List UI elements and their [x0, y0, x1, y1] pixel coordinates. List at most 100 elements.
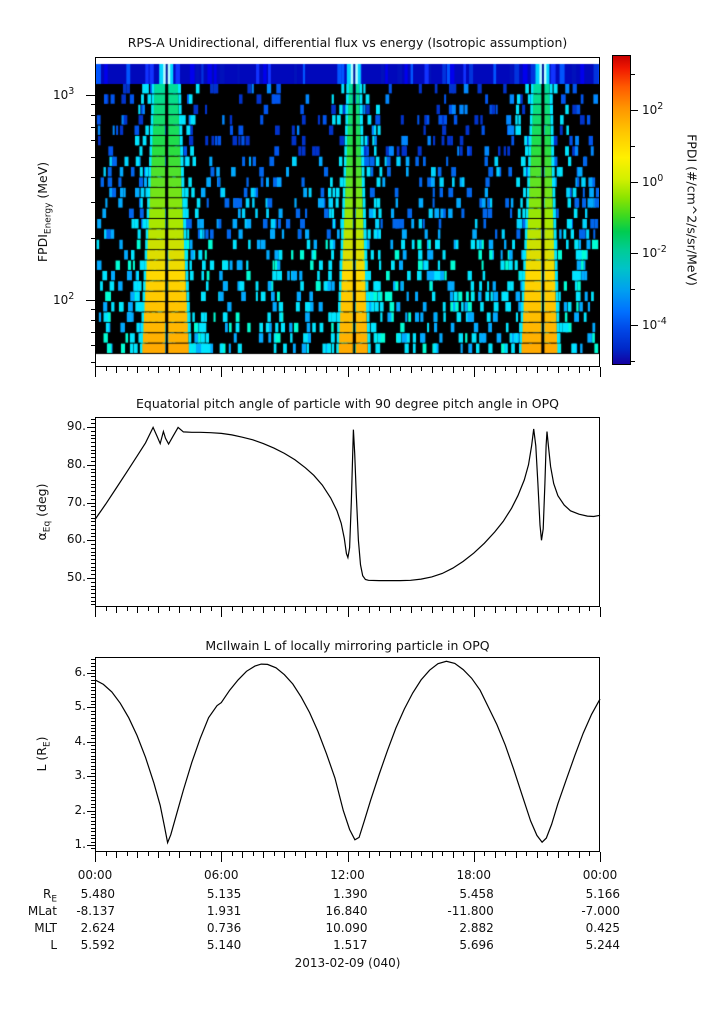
- energy-tick-label: 102: [53, 291, 75, 307]
- l-tick: [91, 848, 95, 850]
- colorbar-minor-tick: [631, 360, 635, 362]
- l-tick: [91, 714, 95, 716]
- x-tick-panel3: [431, 852, 433, 858]
- l-tick-label: 1.: [74, 837, 86, 851]
- pitch-angle-frame: [95, 417, 600, 607]
- pitch-tick: [91, 600, 95, 602]
- x-tick-panel1: [600, 367, 601, 377]
- pitch-tick-label: 90.: [66, 419, 86, 433]
- x-tick-panel2: [358, 607, 360, 611]
- table-cell: 5.458: [459, 887, 494, 901]
- x-tick-panel2: [568, 607, 570, 611]
- x-tick-panel2: [336, 607, 338, 611]
- x-tick-panel3: [494, 852, 496, 858]
- time-label: 00:00: [77, 868, 113, 882]
- x-tick-panel1: [126, 367, 128, 371]
- l-tick: [91, 793, 95, 795]
- x-tick-panel1: [431, 367, 433, 373]
- l-tick: [91, 834, 95, 836]
- x-tick-panel1: [116, 367, 118, 373]
- l-tick: [91, 796, 95, 798]
- l-tick: [91, 779, 95, 781]
- x-tick-panel1: [515, 367, 517, 373]
- x-tick-panel1: [221, 367, 223, 377]
- x-tick-panel1: [589, 367, 591, 371]
- x-tick-panel1: [379, 367, 381, 371]
- l-tick: [91, 824, 95, 826]
- colorbar-tick: [631, 110, 638, 111]
- l-tick: [87, 673, 95, 674]
- x-tick-panel2: [600, 607, 601, 617]
- pitch-tick: [91, 559, 95, 561]
- table-cell: 5.696: [459, 938, 494, 952]
- x-tick-panel1: [200, 367, 202, 373]
- l-tick: [91, 700, 95, 702]
- x-tick-panel2: [452, 607, 454, 613]
- x-tick-panel1: [505, 367, 507, 371]
- x-tick-panel2: [421, 607, 423, 611]
- x-tick-panel1: [179, 367, 181, 373]
- l-tick: [91, 838, 95, 840]
- l-tick: [87, 741, 95, 743]
- table-cell: 0.736: [206, 921, 242, 935]
- table-cell: 5.592: [80, 938, 115, 952]
- pitch-tick: [91, 468, 95, 470]
- x-tick-panel3: [600, 852, 601, 862]
- colorbar-minor-tick: [631, 289, 635, 290]
- l-tick-label: 5.: [74, 699, 86, 714]
- x-tick-panel3: [147, 852, 149, 856]
- x-tick-panel3: [116, 852, 118, 858]
- x-tick-panel2: [442, 607, 444, 611]
- x-tick-panel2: [526, 607, 528, 611]
- l-tick-label: 4.: [74, 733, 86, 748]
- l-tick: [91, 759, 95, 760]
- x-tick-panel3: [473, 852, 475, 862]
- l-tick: [91, 697, 95, 699]
- l-tick: [91, 738, 95, 740]
- x-tick-panel3: [231, 852, 233, 856]
- table-cell: -11.800: [447, 904, 494, 918]
- x-tick-panel2: [263, 607, 265, 613]
- table-cell: 5.140: [206, 938, 242, 952]
- l-tick: [91, 783, 95, 785]
- x-tick-panel3: [95, 852, 96, 862]
- x-tick-panel1: [284, 367, 286, 373]
- l-tick: [87, 707, 95, 709]
- energy-tick: [91, 202, 95, 204]
- x-tick-panel2: [116, 607, 118, 613]
- x-tick-panel3: [557, 852, 559, 858]
- pitch-tick: [91, 528, 95, 530]
- x-tick-panel2: [379, 607, 381, 611]
- colorbar-tick: [631, 181, 638, 183]
- x-tick-panel3: [389, 852, 391, 858]
- pitch-tick: [91, 532, 95, 534]
- l-tick-label: 6.: [74, 665, 86, 679]
- x-tick-panel2: [242, 607, 244, 613]
- table-cell: 5.166: [585, 887, 620, 901]
- x-tick-panel2: [484, 607, 486, 611]
- l-tick: [91, 717, 95, 719]
- x-tick-panel2: [200, 607, 202, 613]
- pitch-tick: [91, 589, 95, 591]
- x-tick-panel2: [273, 607, 275, 611]
- l-tick: [91, 676, 95, 678]
- x-tick-panel1: [294, 367, 296, 371]
- l-tick: [91, 831, 95, 833]
- x-tick-panel3: [515, 852, 517, 858]
- x-tick-panel2: [326, 607, 328, 613]
- date-label: 2013-02-09 (040): [294, 956, 401, 970]
- table-cell: 1.931: [206, 904, 242, 918]
- table-cell: 10.090: [325, 921, 368, 935]
- x-tick-panel3: [578, 852, 580, 858]
- x-tick-panel1: [263, 367, 265, 373]
- pitch-tick: [91, 551, 95, 553]
- l-tick-label: 3.: [74, 768, 86, 783]
- x-tick-panel2: [189, 607, 191, 611]
- x-tick-panel2: [210, 607, 212, 611]
- table-cell: 0.425: [585, 921, 620, 935]
- x-tick-panel1: [273, 367, 275, 371]
- x-tick-panel1: [389, 367, 391, 373]
- pitch-tick-label: 70.: [66, 494, 86, 509]
- pitch-tick: [91, 525, 95, 527]
